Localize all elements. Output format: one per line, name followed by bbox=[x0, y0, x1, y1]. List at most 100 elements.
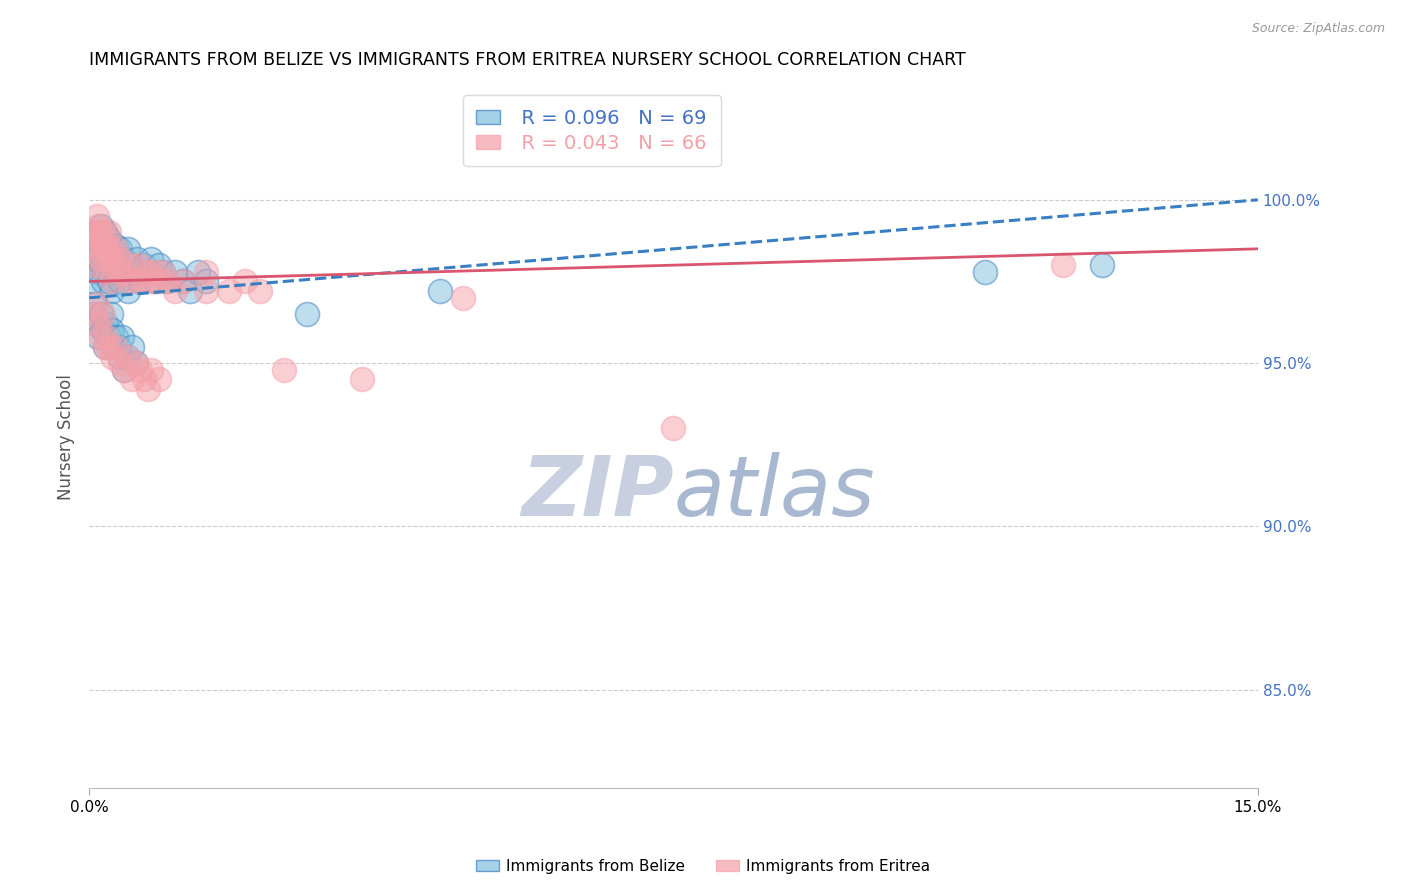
Point bbox=[96, 248, 118, 262]
Point bbox=[136, 265, 159, 279]
Point bbox=[82, 258, 104, 272]
Point bbox=[451, 291, 474, 305]
Point bbox=[136, 265, 159, 279]
Point bbox=[179, 285, 201, 299]
Point bbox=[141, 362, 163, 376]
Point bbox=[91, 258, 114, 272]
Point bbox=[97, 232, 120, 246]
Point bbox=[128, 258, 150, 272]
Point bbox=[141, 252, 163, 266]
Point bbox=[125, 265, 148, 279]
Point bbox=[101, 323, 124, 337]
Point bbox=[110, 356, 132, 370]
Point bbox=[100, 252, 122, 266]
Point bbox=[112, 265, 135, 279]
Point bbox=[110, 242, 132, 256]
Point bbox=[101, 258, 124, 272]
Point bbox=[125, 275, 148, 289]
Point bbox=[93, 226, 115, 240]
Point bbox=[187, 265, 209, 279]
Point bbox=[121, 258, 143, 272]
Point bbox=[97, 226, 120, 240]
Point bbox=[132, 275, 155, 289]
Y-axis label: Nursery School: Nursery School bbox=[58, 374, 75, 500]
Point bbox=[156, 275, 179, 289]
Point bbox=[84, 307, 107, 321]
Text: IMMIGRANTS FROM BELIZE VS IMMIGRANTS FROM ERITREA NURSERY SCHOOL CORRELATION CHA: IMMIGRANTS FROM BELIZE VS IMMIGRANTS FRO… bbox=[89, 51, 966, 69]
Point bbox=[156, 275, 179, 289]
Point bbox=[93, 340, 115, 354]
Point bbox=[117, 285, 139, 299]
Point bbox=[87, 330, 110, 344]
Point bbox=[163, 285, 186, 299]
Point bbox=[97, 340, 120, 354]
Point bbox=[105, 242, 128, 256]
Point bbox=[297, 307, 319, 321]
Point bbox=[90, 307, 112, 321]
Point bbox=[87, 242, 110, 256]
Point bbox=[249, 285, 271, 299]
Point bbox=[105, 238, 128, 252]
Point bbox=[86, 317, 108, 331]
Point bbox=[1052, 258, 1074, 272]
Point bbox=[115, 265, 138, 279]
Point bbox=[105, 265, 128, 279]
Point bbox=[87, 317, 110, 331]
Point bbox=[103, 252, 125, 266]
Point bbox=[84, 226, 107, 240]
Point bbox=[117, 350, 139, 364]
Point bbox=[111, 258, 134, 272]
Point bbox=[218, 285, 240, 299]
Point bbox=[97, 330, 120, 344]
Point bbox=[141, 275, 163, 289]
Point bbox=[172, 275, 194, 289]
Point bbox=[148, 258, 170, 272]
Point bbox=[89, 265, 111, 279]
Point bbox=[148, 372, 170, 386]
Point bbox=[90, 252, 112, 266]
Point bbox=[96, 242, 118, 256]
Point bbox=[82, 275, 104, 289]
Point bbox=[194, 275, 217, 289]
Point bbox=[91, 275, 114, 289]
Point bbox=[84, 297, 107, 311]
Point bbox=[86, 297, 108, 311]
Point bbox=[117, 350, 139, 364]
Point bbox=[103, 258, 125, 272]
Point bbox=[117, 242, 139, 256]
Point bbox=[136, 382, 159, 396]
Point bbox=[100, 307, 122, 321]
Point bbox=[128, 362, 150, 376]
Text: Source: ZipAtlas.com: Source: ZipAtlas.com bbox=[1251, 22, 1385, 36]
Point bbox=[112, 362, 135, 376]
Text: ZIP: ZIP bbox=[520, 452, 673, 533]
Point bbox=[1091, 258, 1114, 272]
Point bbox=[125, 356, 148, 370]
Point bbox=[194, 265, 217, 279]
Point bbox=[110, 350, 132, 364]
Point bbox=[121, 258, 143, 272]
Point bbox=[107, 252, 129, 266]
Point bbox=[82, 307, 104, 321]
Point bbox=[429, 285, 451, 299]
Point bbox=[91, 323, 114, 337]
Point bbox=[96, 317, 118, 331]
Point bbox=[93, 340, 115, 354]
Point bbox=[662, 421, 685, 435]
Point bbox=[132, 372, 155, 386]
Point bbox=[93, 265, 115, 279]
Point bbox=[90, 330, 112, 344]
Point bbox=[97, 252, 120, 266]
Point bbox=[107, 340, 129, 354]
Legend: Immigrants from Belize, Immigrants from Eritrea: Immigrants from Belize, Immigrants from … bbox=[470, 853, 936, 880]
Point bbox=[86, 258, 108, 272]
Point bbox=[97, 275, 120, 289]
Point bbox=[152, 265, 174, 279]
Point bbox=[172, 275, 194, 289]
Point bbox=[121, 340, 143, 354]
Point bbox=[101, 285, 124, 299]
Point bbox=[110, 252, 132, 266]
Point bbox=[143, 265, 166, 279]
Point bbox=[121, 372, 143, 386]
Point bbox=[90, 238, 112, 252]
